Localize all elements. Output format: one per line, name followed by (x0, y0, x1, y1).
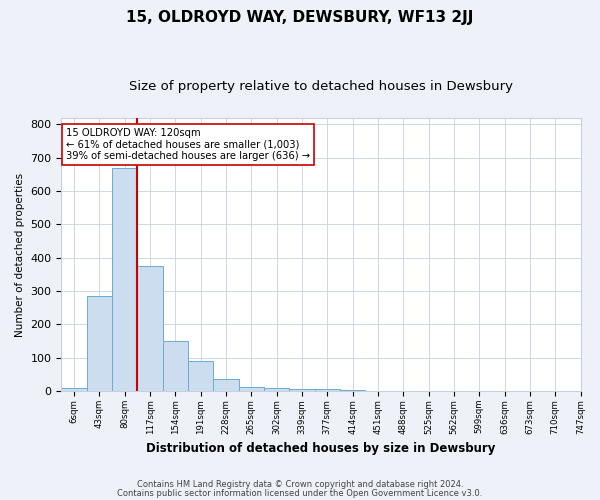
Title: Size of property relative to detached houses in Dewsbury: Size of property relative to detached ho… (129, 80, 513, 93)
Bar (214, 380, 239, 391)
X-axis label: Distribution of detached houses by size in Dewsbury: Distribution of detached houses by size … (146, 442, 496, 455)
Bar (61, 388, 87, 391)
Bar (340, 390, 365, 391)
Bar (289, 389, 314, 391)
Bar (239, 387, 264, 391)
Text: Contains public sector information licensed under the Open Government Licence v3: Contains public sector information licen… (118, 488, 482, 498)
Bar (163, 341, 188, 391)
Bar (112, 168, 137, 391)
Text: Contains HM Land Registry data © Crown copyright and database right 2024.: Contains HM Land Registry data © Crown c… (137, 480, 463, 489)
Bar (314, 390, 340, 391)
Bar (188, 361, 214, 391)
Bar (137, 266, 163, 391)
Text: 15 OLDROYD WAY: 120sqm
← 61% of detached houses are smaller (1,003)
39% of semi-: 15 OLDROYD WAY: 120sqm ← 61% of detached… (66, 128, 310, 161)
Bar (264, 388, 289, 391)
Y-axis label: Number of detached properties: Number of detached properties (15, 172, 25, 336)
Bar (87, 296, 112, 391)
Text: 15, OLDROYD WAY, DEWSBURY, WF13 2JJ: 15, OLDROYD WAY, DEWSBURY, WF13 2JJ (127, 10, 473, 25)
